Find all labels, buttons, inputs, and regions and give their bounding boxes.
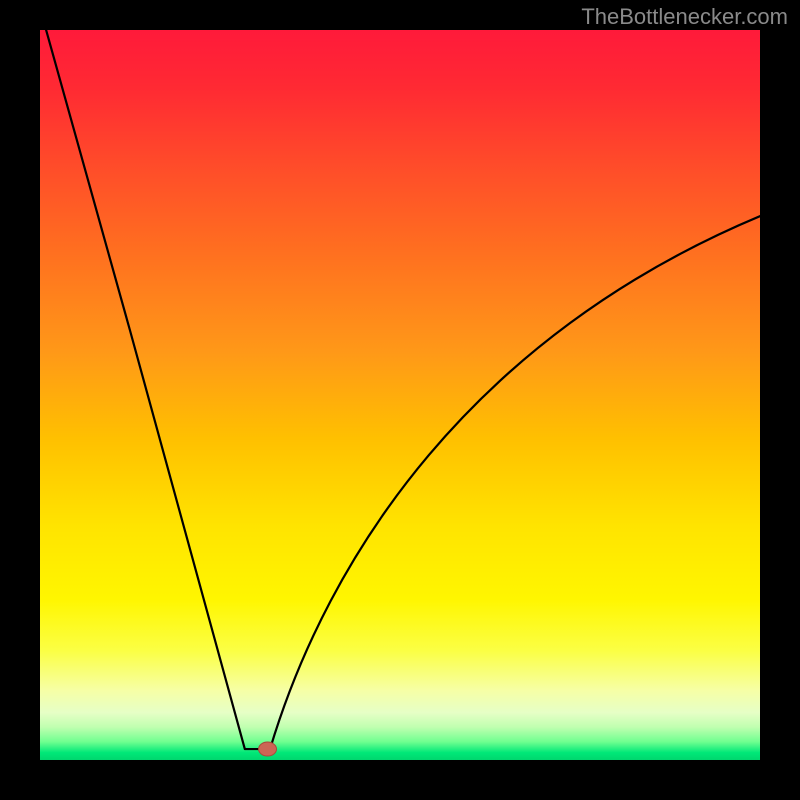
bottleneck-chart (0, 0, 800, 800)
watermark-text: TheBottlenecker.com (581, 4, 788, 30)
chart-container: TheBottlenecker.com (0, 0, 800, 800)
optimum-marker (259, 742, 277, 756)
